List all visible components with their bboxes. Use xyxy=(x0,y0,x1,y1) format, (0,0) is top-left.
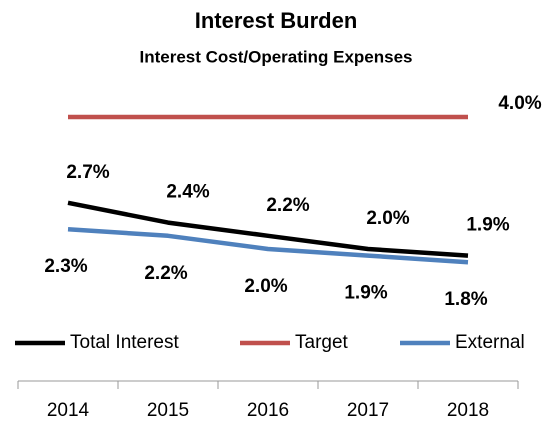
legend-label: Target xyxy=(295,332,349,353)
series-line xyxy=(67,226,469,265)
series-line xyxy=(67,200,469,258)
x-tick-label: 2017 xyxy=(347,400,389,421)
data-label: 2.2% xyxy=(144,263,187,284)
chart-title: Interest Burden xyxy=(195,8,358,33)
data-label: 1.8% xyxy=(444,289,487,310)
data-label: 2.0% xyxy=(366,208,409,229)
chart-subtitle: Interest Cost/Operating Expenses xyxy=(139,47,412,66)
data-label: 4.0% xyxy=(498,93,541,114)
data-label: 2.0% xyxy=(244,276,287,297)
data-label: 1.9% xyxy=(466,215,509,236)
data-label: 2.2% xyxy=(266,195,309,216)
x-tick-label: 2015 xyxy=(147,400,189,421)
data-label: 2.7% xyxy=(66,162,109,183)
legend-label: Total Interest xyxy=(70,332,179,353)
legend-label: External xyxy=(455,332,525,353)
x-tick-label: 2016 xyxy=(247,400,289,421)
x-tick-label: 2018 xyxy=(447,400,489,421)
data-label: 2.3% xyxy=(44,256,87,277)
x-tick-label: 2014 xyxy=(47,400,90,421)
data-label: 2.4% xyxy=(166,182,209,203)
data-label: 1.9% xyxy=(344,283,387,304)
